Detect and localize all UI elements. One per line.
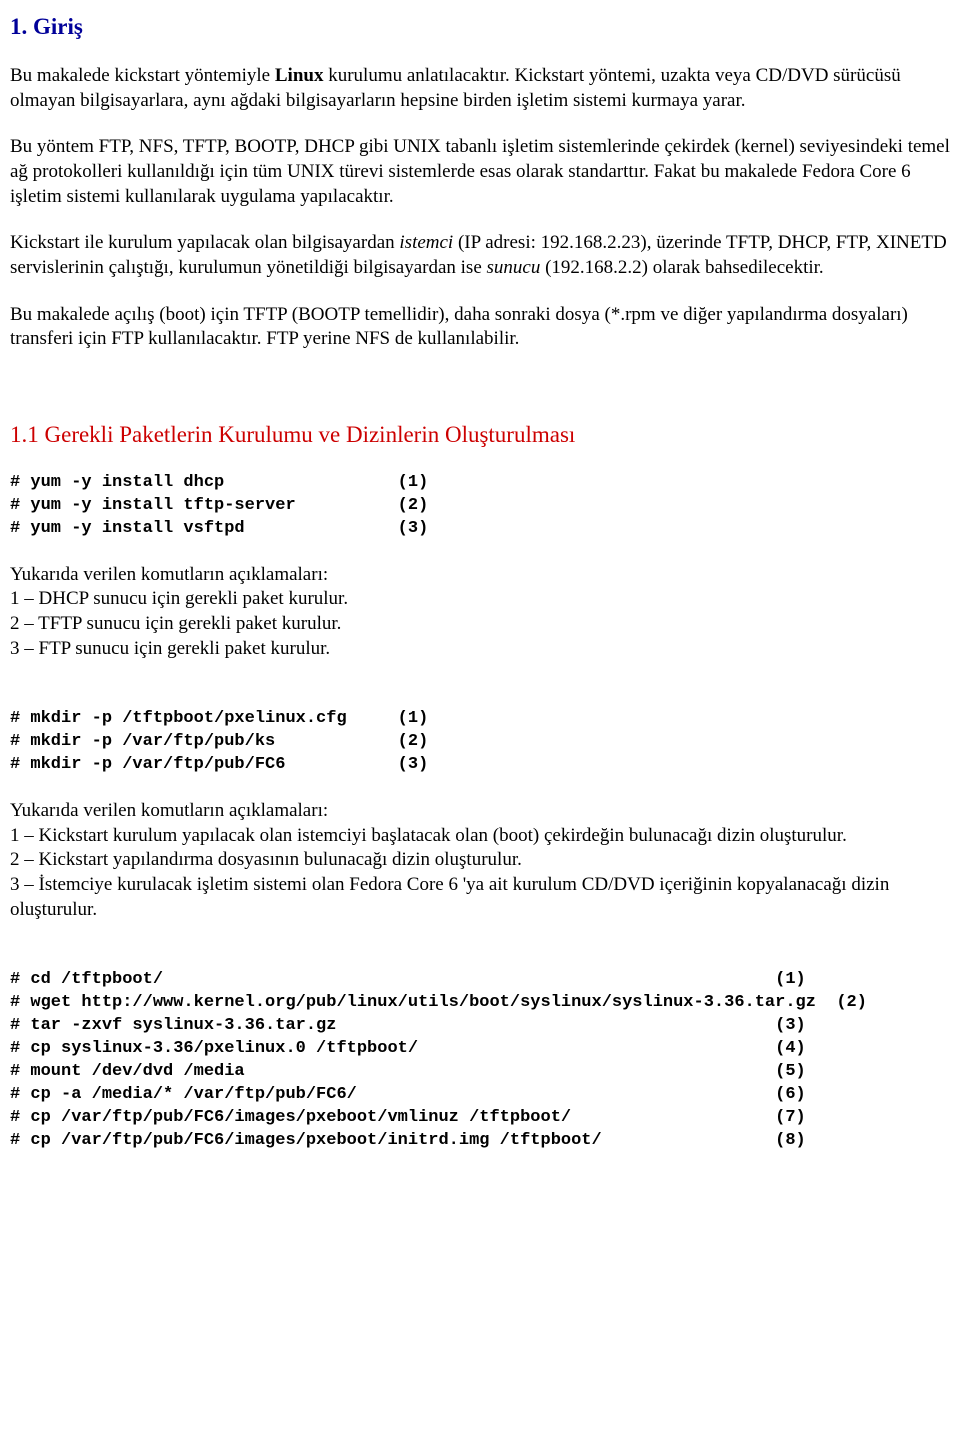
paragraph-boot-ftp: Bu makalede açılış (boot) için TFTP (BOO… [10,303,950,352]
text-bold-linux: Linux [275,65,324,86]
code-block-setup: # cd /tftpboot/ (1) # wget http://www.ke… [10,969,950,1153]
code-line: # cp /var/ftp/pub/FC6/images/pxeboot/ini… [10,1131,806,1150]
code-line: # mount /dev/dvd /media (5) [10,1062,806,1081]
exp-line: 1 – DHCP sunucu için gerekli paket kurul… [10,588,348,609]
code-line: # cp /var/ftp/pub/FC6/images/pxeboot/vml… [10,1108,806,1127]
explanation-block-2: Yukarıda verilen komutların açıklamaları… [10,799,950,922]
exp-line: 3 – İstemciye kurulacak işletim sistemi … [10,874,889,920]
code-line: # wget http://www.kernel.org/pub/linux/u… [10,993,867,1012]
text-italic-sunucu: sunucu [487,257,541,278]
code-line: # yum -y install tftp-server (2) [10,496,428,515]
text-italic-istemci: istemci [399,232,453,253]
exp-line: 3 – FTP sunucu için gerekli paket kurulu… [10,638,330,659]
exp-intro: Yukarıda verilen komutların açıklamaları… [10,800,328,821]
explanation-block-1: Yukarıda verilen komutların açıklamaları… [10,563,950,662]
code-line: # cp syslinux-3.36/pxelinux.0 /tftpboot/… [10,1039,806,1058]
exp-line: 2 – Kickstart yapılandırma dosyasının bu… [10,849,522,870]
code-line: # tar -zxvf syslinux-3.36.tar.gz (3) [10,1016,806,1035]
code-line: # cp -a /media/* /var/ftp/pub/FC6/ (6) [10,1085,806,1104]
code-line: # yum -y install vsftpd (3) [10,519,428,538]
text: (192.168.2.2) olarak bahsedilecektir. [540,257,823,278]
heading-1: 1. Giriş [10,12,950,42]
paragraph-protocols: Bu yöntem FTP, NFS, TFTP, BOOTP, DHCP gi… [10,135,950,209]
code-line: # yum -y install dhcp (1) [10,473,428,492]
code-line: # mkdir -p /var/ftp/pub/ks (2) [10,732,428,751]
exp-line: 1 – Kickstart kurulum yapılacak olan ist… [10,825,847,846]
code-block-yum: # yum -y install dhcp (1) # yum -y insta… [10,472,950,541]
code-line: # mkdir -p /var/ftp/pub/FC6 (3) [10,755,428,774]
code-line: # cd /tftpboot/ (1) [10,970,806,989]
exp-line: 2 – TFTP sunucu için gerekli paket kurul… [10,613,341,634]
exp-intro: Yukarıda verilen komutların açıklamaları… [10,564,328,585]
text: Bu makalede kickstart yöntemiyle [10,65,275,86]
code-line: # mkdir -p /tftpboot/pxelinux.cfg (1) [10,709,428,728]
text: Kickstart ile kurulum yapılacak olan bil… [10,232,399,253]
heading-1-1: 1.1 Gerekli Paketlerin Kurulumu ve Dizin… [10,420,950,450]
code-block-mkdir: # mkdir -p /tftpboot/pxelinux.cfg (1) # … [10,708,950,777]
paragraph-intro: Bu makalede kickstart yöntemiyle Linux k… [10,64,950,113]
paragraph-roles: Kickstart ile kurulum yapılacak olan bil… [10,231,950,280]
